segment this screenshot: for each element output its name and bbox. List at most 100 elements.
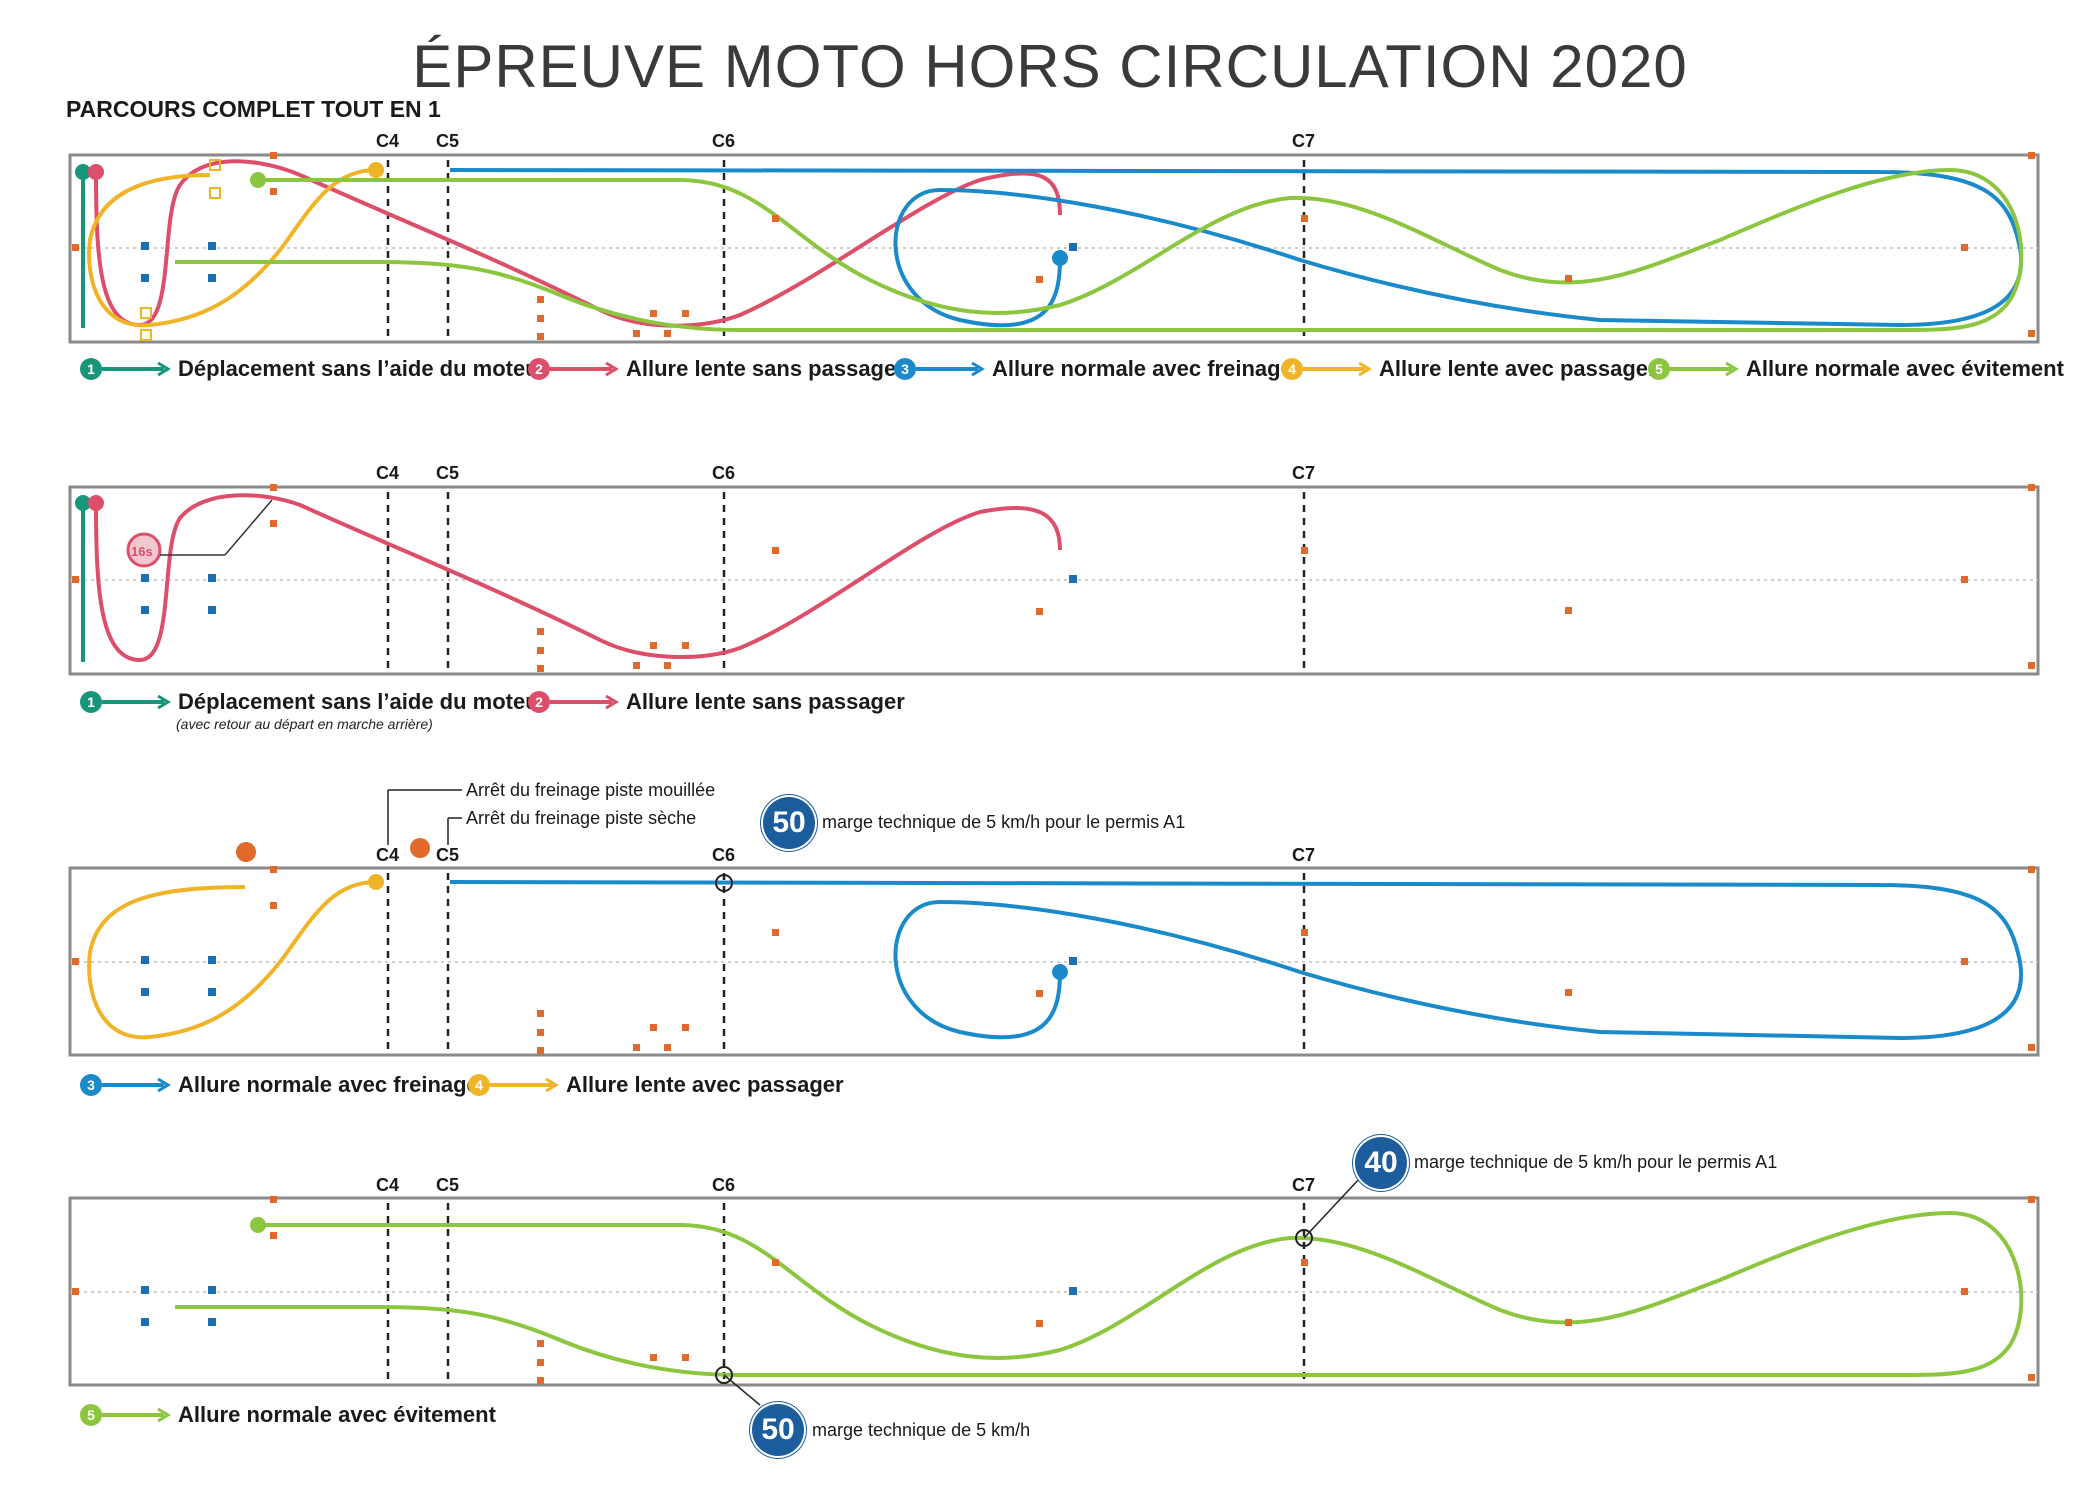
- post: [208, 242, 216, 250]
- badge-pointer: [1303, 1177, 1361, 1239]
- legend-arrow-icon: [550, 695, 619, 709]
- cone: [682, 1354, 689, 1361]
- cone: [537, 1359, 544, 1366]
- start-marker-1: [75, 164, 91, 180]
- cone: [270, 866, 277, 873]
- start-marker-5: [250, 172, 266, 188]
- cone: [537, 1010, 544, 1017]
- speed-badge-note: marge technique de 5 km/h: [812, 1420, 1031, 1440]
- cone: [682, 642, 689, 649]
- cone: [1301, 215, 1308, 222]
- cone-label-c5: C5: [436, 845, 459, 865]
- route-step2: [94, 159, 1062, 328]
- legend-label: Allure lente sans passager: [626, 356, 905, 381]
- cone: [72, 576, 79, 583]
- cone: [537, 315, 544, 322]
- cone-label-c6: C6: [712, 131, 735, 151]
- cone: [633, 330, 640, 337]
- cone-label-c4: C4: [376, 463, 399, 483]
- legend-label: Allure normale avec freinage: [992, 356, 1293, 381]
- cone: [1036, 608, 1043, 615]
- speed-badge-note: marge technique de 5 km/h pour le permis…: [1414, 1152, 1778, 1172]
- cone: [1961, 1288, 1968, 1295]
- post: [141, 274, 149, 282]
- cone: [682, 310, 689, 317]
- legend-label: Allure normale avec freinage: [178, 1072, 479, 1097]
- legend-step3: 3 Allure normale avec freinage: [80, 1070, 479, 1100]
- cone: [664, 1044, 671, 1051]
- cone: [537, 1340, 544, 1347]
- legend-arrow-icon: [102, 1408, 171, 1422]
- rider-icon: [236, 842, 256, 862]
- post: [208, 1286, 216, 1294]
- dry-stop-label: Arrêt du freinage piste sèche: [466, 808, 697, 828]
- cone: [1961, 958, 1968, 965]
- post: [208, 574, 216, 582]
- post: [1069, 1287, 1077, 1295]
- legend-badge: 5: [1648, 358, 1670, 380]
- cone: [2028, 484, 2035, 491]
- cone-label-c4: C4: [376, 1175, 399, 1195]
- legend-label: Allure lente sans passager: [626, 689, 905, 714]
- cone: [270, 1232, 277, 1239]
- legend-step4: 4 Allure lente avec passager: [1281, 354, 1657, 384]
- cone: [1036, 276, 1043, 283]
- legend-label: Allure normale avec évitement: [1746, 356, 2064, 381]
- legend-badge: 3: [80, 1074, 102, 1096]
- legend-badge: 1: [80, 358, 102, 380]
- legend-step1: 1 Déplacement sans l’aide du moteur: [80, 687, 547, 717]
- post: [208, 1318, 216, 1326]
- post: [141, 606, 149, 614]
- post: [141, 956, 149, 964]
- legend-arrow-icon: [102, 1078, 171, 1092]
- gate: [209, 159, 221, 171]
- gate: [140, 307, 152, 319]
- legend-label: Allure lente avec passager: [566, 1072, 844, 1097]
- speed-check-ring: [1295, 1229, 1313, 1247]
- start-marker-4: [368, 874, 384, 890]
- cone: [650, 1024, 657, 1031]
- start-marker-1: [75, 495, 91, 511]
- legend-arrow-icon: [102, 362, 171, 376]
- legend-step5: 5 Allure normale avec évitement: [80, 1400, 496, 1430]
- cone: [1565, 989, 1572, 996]
- panel-2-note: (avec retour au départ en marche arrière…: [176, 716, 433, 732]
- cone: [664, 662, 671, 669]
- cone-label-c7: C7: [1292, 845, 1315, 865]
- cone: [1301, 547, 1308, 554]
- cone: [537, 1377, 544, 1384]
- post: [1069, 957, 1077, 965]
- legend-arrow-icon: [550, 362, 619, 376]
- cone-label-c5: C5: [436, 1175, 459, 1195]
- timer-label: 16s: [131, 544, 153, 559]
- cone-label-c6: C6: [712, 1175, 735, 1195]
- cone: [2028, 152, 2035, 159]
- cone: [270, 484, 277, 491]
- page-title: ÉPREUVE MOTO HORS CIRCULATION 2020: [412, 33, 1688, 100]
- route-step5: [175, 167, 2024, 332]
- post: [141, 988, 149, 996]
- panel-1-full-course: C4 C5 C6 C7: [68, 131, 2040, 344]
- cone: [270, 1196, 277, 1203]
- legend-label: Allure lente avec passager: [1379, 356, 1657, 381]
- cone: [682, 1024, 689, 1031]
- gate: [140, 329, 152, 341]
- speed-check-ring: [715, 874, 733, 892]
- post: [141, 1286, 149, 1294]
- start-marker-3: [1052, 964, 1068, 980]
- page-subtitle: PARCOURS COMPLET TOUT EN 1: [66, 96, 441, 122]
- panel-4-step-5: C4 C5 C6 C7: [68, 1175, 2040, 1406]
- cone: [650, 310, 657, 317]
- cone: [772, 547, 779, 554]
- start-marker-2: [88, 164, 104, 180]
- cone: [2028, 1196, 2035, 1203]
- cone: [650, 642, 657, 649]
- cone: [537, 296, 544, 303]
- legend-step4: 4 Allure lente avec passager: [468, 1070, 844, 1100]
- cone: [1565, 1319, 1572, 1326]
- post: [208, 274, 216, 282]
- cone: [1961, 244, 1968, 251]
- legend-step3: 3 Allure normale avec freinage: [894, 354, 1293, 384]
- speed-badge-50: 50: [763, 797, 815, 849]
